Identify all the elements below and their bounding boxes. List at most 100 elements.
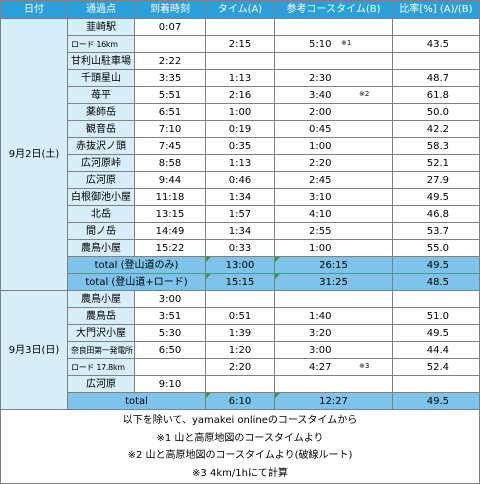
time-cell: 2:20: [205, 358, 275, 376]
arrival-cell: 11:18: [134, 188, 206, 206]
ref-time-value: 2:00: [309, 106, 332, 118]
ref-time-value: 2:20: [309, 157, 332, 169]
table-row: 9月3日(日) 農鳥小屋 3:00: [0, 290, 480, 410]
time-cell: 1:57: [205, 205, 275, 223]
notes-cell: 以下を除いて、yamakei onlineのコースタイムから ※1 山と高原地図の…: [0, 409, 480, 484]
table-row: 千頭星山 3:35 1:13 2:30 48.7: [1, 69, 480, 87]
ref-time-cell: 1:00: [274, 239, 393, 257]
table-row: 農鳥岳 3:51 0:51 1:40 51.0: [1, 307, 480, 325]
ref-time-cell: 0:45: [274, 120, 393, 138]
ref-time-cell: 3:00: [274, 341, 393, 359]
ref-time-cell: 1:00: [274, 137, 393, 155]
ref-time-cell: 4:10: [274, 205, 393, 223]
date-cell: 9月3日(日): [0, 290, 68, 410]
arrival-cell: 14:49: [134, 222, 206, 240]
ref-time-value: 0:45: [309, 123, 332, 135]
point-cell: ロード 16km: [67, 35, 135, 53]
header-arrival: 到着時刻: [134, 0, 206, 19]
point-cell: 白根御池小屋: [67, 188, 135, 206]
time-cell: 0:35: [205, 137, 275, 155]
ratio-cell: 58.3: [392, 137, 480, 155]
ref-time-cell: 1:40: [274, 307, 393, 325]
ref-note: ※1: [341, 39, 352, 47]
ref-time-cell: [274, 52, 393, 70]
total-ratio: 48.5: [392, 273, 480, 291]
point-cell: 赤抜沢ノ頭: [67, 137, 135, 155]
point-cell: 農鳥小屋: [67, 239, 135, 257]
ref-time-cell: [274, 375, 393, 393]
point-cell: 大門沢小屋: [67, 324, 135, 342]
total-ref-time: 12:27: [274, 392, 393, 410]
table-row: 薬師岳 6:51 1:00 2:00 50.0: [1, 103, 480, 121]
point-cell: 北岳: [67, 205, 135, 223]
ref-note: ※2: [359, 90, 370, 98]
ref-time-value: 3:20: [309, 327, 332, 339]
table-body: 9月2日(土) 韮崎駅 0:07 ロード 16km 2:15 5:10 ※1 43.5 甘利山駐…: [0, 18, 480, 484]
point-cell: 間ノ岳: [67, 222, 135, 240]
arrival-cell: [134, 35, 206, 53]
ref-time-cell: 3:20: [274, 324, 393, 342]
ref-time-cell: 2:00: [274, 103, 393, 121]
total-time: 15:15: [205, 273, 275, 291]
ref-note: ※3: [359, 362, 370, 370]
table-row: 苺平 5:51 2:16 3:40 ※2 61.8: [1, 86, 480, 104]
total-ref-time: 26:15: [274, 256, 393, 274]
ratio-cell: 27.9: [392, 171, 480, 189]
ref-time-value: 5:10: [309, 38, 332, 50]
header-ref-time: 参考コースタイム(B): [274, 0, 393, 19]
header-row: 日付 通過点 到着時刻 タイム(A) 参考コースタイム(B) 比率[%] (A)…: [0, 0, 480, 19]
arrival-cell: 3:51: [134, 307, 206, 325]
ref-time-value: 2:45: [309, 174, 332, 186]
point-cell: 農鳥岳: [67, 307, 135, 325]
ref-time-value: 4:27: [309, 361, 332, 373]
arrival-cell: 7:10: [134, 120, 206, 138]
ratio-cell: 49.5: [392, 324, 480, 342]
table-row: 甘利山駐車場 2:22: [1, 52, 480, 70]
table-row: ロード 17.8km 2:20 4:27 ※3 52.4: [1, 358, 480, 376]
arrival-cell: 3:00: [134, 290, 206, 308]
ratio-cell: 46.8: [392, 205, 480, 223]
total-row: total (登山道+ロード) 15:15 31:25 48.5: [1, 273, 480, 291]
table-row: 農鳥小屋 15:22 0:33 1:00 55.0: [1, 239, 480, 257]
ref-time-cell: 2:20: [274, 154, 393, 172]
ref-time-value: 3:10: [309, 191, 332, 203]
time-cell: 1:34: [205, 188, 275, 206]
ref-time-value: 3:40: [309, 89, 332, 101]
point-cell: ロード 17.8km: [67, 358, 135, 376]
ratio-cell: 61.8: [392, 86, 480, 104]
date-cell: 9月2日(土): [0, 18, 68, 291]
table-row: 広河原 9:10: [1, 375, 480, 393]
time-cell: [205, 18, 275, 36]
ref-time-value: 3:00: [309, 344, 332, 356]
time-cell: 2:15: [205, 35, 275, 53]
ref-time-value: 1:00: [309, 140, 332, 152]
table-row: 白根御池小屋 11:18 1:34 3:10 49.5: [1, 188, 480, 206]
table-row: 9月2日(土) 韮崎駅 0:07: [0, 18, 480, 291]
time-cell: [205, 290, 275, 308]
time-cell: [205, 375, 275, 393]
total-row: total 6:10 12:27 49.5: [1, 392, 480, 410]
point-cell: 甘利山駐車場: [67, 52, 135, 70]
ref-time-cell: 2:55: [274, 222, 393, 240]
ratio-cell: [392, 375, 480, 393]
ref-time-cell: [274, 18, 393, 36]
ratio-cell: 44.4: [392, 341, 480, 359]
arrival-cell: 6:51: [134, 103, 206, 121]
total-label: total (登山道+ロード): [67, 273, 206, 291]
arrival-cell: 5:30: [134, 324, 206, 342]
ref-time-value: 1:40: [309, 310, 332, 322]
ref-time-cell: 2:45: [274, 171, 393, 189]
table-row: 北岳 13:15 1:57 4:10 46.8: [1, 205, 480, 223]
point-cell: 広河原峠: [67, 154, 135, 172]
point-cell: 千頭星山: [67, 69, 135, 87]
time-cell: 1:13: [205, 69, 275, 87]
time-cell: 0:19: [205, 120, 275, 138]
time-cell: [205, 52, 275, 70]
point-cell: 奈良田第一発電所: [67, 341, 135, 359]
total-ref-time: 31:25: [274, 273, 393, 291]
point-cell: 広河原: [67, 375, 135, 393]
table-row: 赤抜沢ノ頭 7:45 0:35 1:00 58.3: [1, 137, 480, 155]
total-ratio: 49.5: [392, 256, 480, 274]
time-cell: 1:39: [205, 324, 275, 342]
